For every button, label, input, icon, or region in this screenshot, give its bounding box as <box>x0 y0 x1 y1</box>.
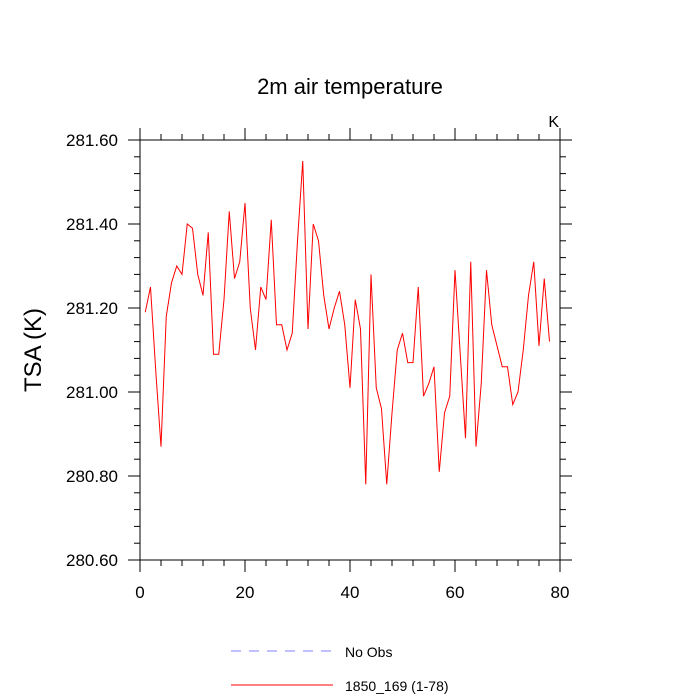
series-layer <box>144 160 550 485</box>
y-tick-label: 281.00 <box>66 383 118 402</box>
x-tick-labels: 0 20 40 60 80 <box>135 583 569 602</box>
y-axis-label: TSA (K) <box>20 308 47 392</box>
x-tick-label: 0 <box>135 583 144 602</box>
series-line <box>144 160 550 485</box>
x-tick-label: 40 <box>341 583 360 602</box>
x-tick-label: 60 <box>446 583 465 602</box>
x-tick-label: 80 <box>551 583 570 602</box>
y-tick-label: 281.20 <box>66 299 118 318</box>
legend-label-no-obs: No Obs <box>345 644 392 660</box>
units-label: K <box>548 114 559 131</box>
plot-frame <box>139 139 561 561</box>
chart-title: 2m air temperature <box>257 74 443 99</box>
minor-ticks <box>134 134 566 566</box>
y-tick-label: 281.40 <box>66 215 118 234</box>
y-tick-label: 281.60 <box>66 131 118 150</box>
y-tick-label: 280.60 <box>66 551 118 570</box>
x-tick-label: 20 <box>236 583 255 602</box>
y-tick-label: 280.80 <box>66 467 118 486</box>
y-tick-labels: 280.60 280.80 281.00 281.20 281.40 281.60 <box>66 131 118 570</box>
legend: No Obs 1850_169 (1-78) <box>231 644 449 694</box>
major-ticks <box>128 128 572 572</box>
legend-label-series: 1850_169 (1-78) <box>345 678 449 694</box>
